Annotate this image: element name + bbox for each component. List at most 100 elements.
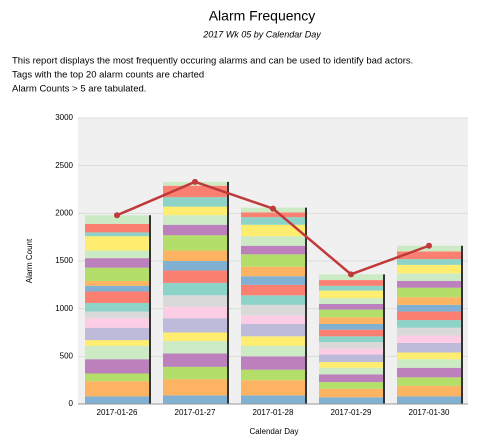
bar-segment [319, 367, 383, 375]
bar-segment [85, 232, 149, 237]
bar-segment [397, 264, 461, 274]
bar-segment [319, 290, 383, 299]
bar-segment [319, 336, 383, 343]
x-axis-label: Calendar Day [250, 427, 299, 436]
bar-segment [163, 282, 227, 296]
bar-segment [163, 332, 227, 342]
bar-segment [163, 197, 227, 207]
bar-segment [241, 266, 305, 277]
bar-segment [241, 336, 305, 346]
bar-segment [85, 311, 149, 319]
bar-segment [319, 285, 383, 291]
bar-segment [163, 306, 227, 319]
bar-segment [397, 259, 461, 265]
bar-segment [319, 309, 383, 318]
bar-segment [319, 298, 383, 304]
bar-segment [241, 217, 305, 225]
bar-segment [397, 320, 461, 328]
bar-segment [319, 397, 383, 404]
total-point [270, 205, 276, 212]
bar-segment [241, 284, 305, 296]
bar-segment [397, 311, 461, 321]
bar-segment [397, 352, 461, 360]
bar-segment [241, 236, 305, 246]
bar-segment [397, 396, 461, 404]
y-tick-label: 500 [60, 351, 74, 360]
total-point [348, 271, 354, 278]
bar-segment [397, 342, 461, 353]
bar-segment [319, 374, 383, 383]
bar-segment [85, 250, 149, 259]
x-tick-label: 2017-01-26 [97, 408, 138, 417]
bar-segment [85, 281, 149, 286]
bar-segment [397, 304, 461, 312]
y-tick-label: 1500 [55, 256, 73, 265]
bar-segment [85, 258, 149, 268]
bar-segment [85, 396, 149, 404]
bar-segment [241, 295, 305, 305]
bar-segment [85, 373, 149, 382]
x-tick-label: 2017-01-29 [331, 408, 372, 417]
bar-segment [241, 395, 305, 404]
bar-segment [85, 340, 149, 346]
bar-segment [85, 223, 149, 233]
bar-segment [319, 354, 383, 363]
bar-segment [397, 287, 461, 298]
bar-segment [85, 345, 149, 360]
x-tick-label: 2017-01-27 [175, 408, 216, 417]
bar-segment [163, 206, 227, 216]
bar-segment [319, 323, 383, 330]
bar-segment [163, 379, 227, 396]
total-point [426, 242, 432, 249]
bar-segment [241, 345, 305, 357]
y-axis-label: Alarm Count [25, 238, 34, 283]
bar-segment [241, 369, 305, 381]
bar-segment [241, 356, 305, 370]
bar-segment [163, 295, 227, 307]
bar-segment [163, 261, 227, 271]
y-tick-label: 2500 [55, 161, 73, 170]
chart-title: Alarm Frequency [209, 8, 316, 24]
bar-segment [397, 297, 461, 305]
bar-segment [85, 267, 149, 282]
bar-segment [85, 327, 149, 341]
bar-segment [163, 224, 227, 236]
bar-segment [319, 382, 383, 389]
bar-segment [163, 318, 227, 333]
bar-segment [85, 381, 149, 397]
bar-segment [319, 342, 383, 349]
bar-segment [241, 276, 305, 285]
bar-segment [241, 224, 305, 237]
bar-segment [85, 302, 149, 312]
bar-segment [163, 235, 227, 251]
bar-segment [397, 367, 461, 378]
bar-segment [85, 291, 149, 303]
description: This report displays the most frequently… [12, 56, 413, 67]
bar-segment [163, 185, 227, 198]
bar-segment [163, 270, 227, 283]
bar-segment [319, 329, 383, 337]
chart-subtitle: 2017 Wk 05 by Calendar Day [202, 29, 321, 39]
bar-segment [241, 380, 305, 396]
bar-segment [85, 215, 149, 224]
x-tick-label: 2017-01-30 [409, 408, 450, 417]
bar-segment [241, 304, 305, 316]
bar-segment [163, 341, 227, 354]
y-tick-label: 1000 [55, 304, 73, 313]
bar-segment [241, 245, 305, 255]
bar-segment [397, 385, 461, 397]
total-point [114, 212, 120, 219]
description: Alarm Counts > 5 are tabulated. [12, 84, 146, 95]
bar-segment [397, 273, 461, 282]
y-tick-label: 0 [69, 399, 74, 408]
bar-segment [163, 395, 227, 404]
bar-segment [163, 250, 227, 261]
bar-segment [163, 353, 227, 367]
bar-segment [319, 362, 383, 368]
bar-segment [319, 348, 383, 355]
bar-segment [241, 254, 305, 267]
y-tick-label: 2000 [55, 208, 73, 217]
x-tick-label: 2017-01-28 [253, 408, 294, 417]
bar-segment [397, 281, 461, 288]
